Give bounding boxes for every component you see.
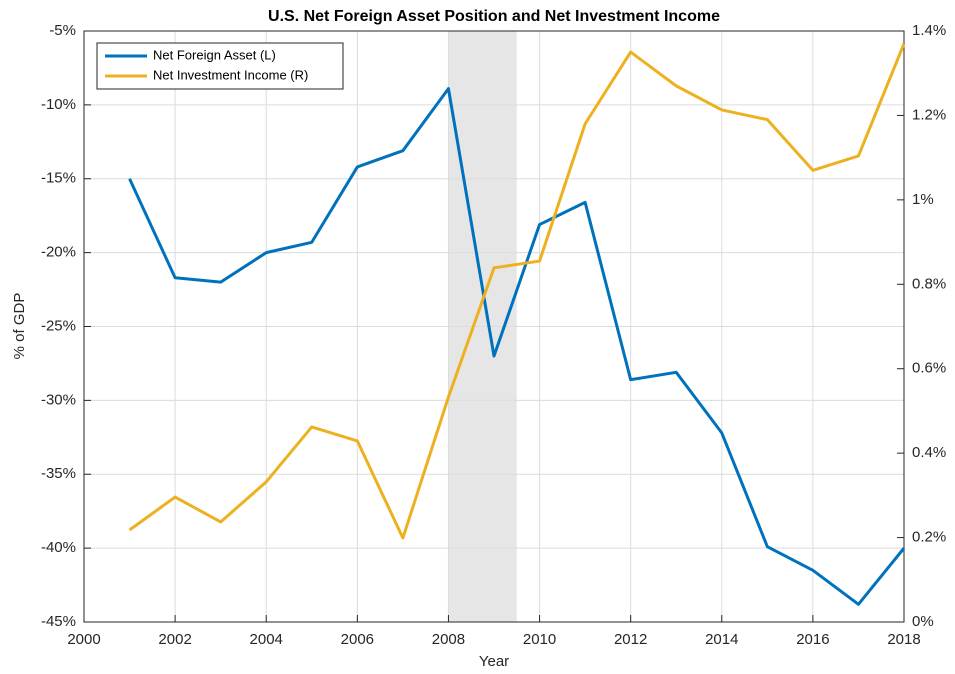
line [128, 87, 906, 606]
y2-tick-label: 0.8% [912, 275, 946, 292]
x-tick-label: 2002 [158, 631, 191, 648]
legend-label: Net Investment Income (R) [153, 67, 308, 82]
chart-title: U.S. Net Foreign Asset Position and Net … [268, 8, 720, 25]
y2-tick-label: 0.6% [912, 360, 946, 377]
y2-tick-label: 1.4% [912, 22, 946, 39]
y-tick-label: -25% [41, 317, 76, 334]
x-tick-label: 2018 [887, 631, 920, 648]
y-tick-label: -45% [41, 613, 76, 630]
plot-frame [83, 30, 905, 623]
legend-box [96, 42, 344, 90]
x-tick-label: 2008 [432, 631, 465, 648]
y-tick-label: -40% [41, 539, 76, 556]
y-axis-label: % of GDP [11, 293, 28, 360]
y2-tick-label: 1% [912, 191, 934, 208]
x-tick-label: 2012 [614, 631, 647, 648]
y2-tick-label: 1.2% [912, 106, 946, 123]
legend-label: Net Foreign Asset (L) [153, 47, 276, 62]
x-tick-label: 2016 [796, 631, 829, 648]
line [128, 43, 906, 540]
x-axis-label: Year [479, 653, 509, 670]
y-tick-label: -10% [41, 96, 76, 113]
y-tick-label: -30% [41, 391, 76, 408]
y-tick-label: -20% [41, 244, 76, 261]
x-tick-label: 2010 [523, 631, 556, 648]
y-tick-label: -5% [49, 22, 76, 39]
y-tick-label: -35% [41, 465, 76, 482]
x-tick-label: 2006 [341, 631, 374, 648]
y2-tick-label: 0.2% [912, 529, 946, 546]
x-tick-label: 2014 [705, 631, 738, 648]
y2-tick-label: 0.4% [912, 444, 946, 461]
x-tick-label: 2004 [250, 631, 283, 648]
y2-tick-label: 0% [912, 613, 934, 630]
y-tick-label: -15% [41, 170, 76, 187]
x-tick-label: 2000 [67, 631, 100, 648]
